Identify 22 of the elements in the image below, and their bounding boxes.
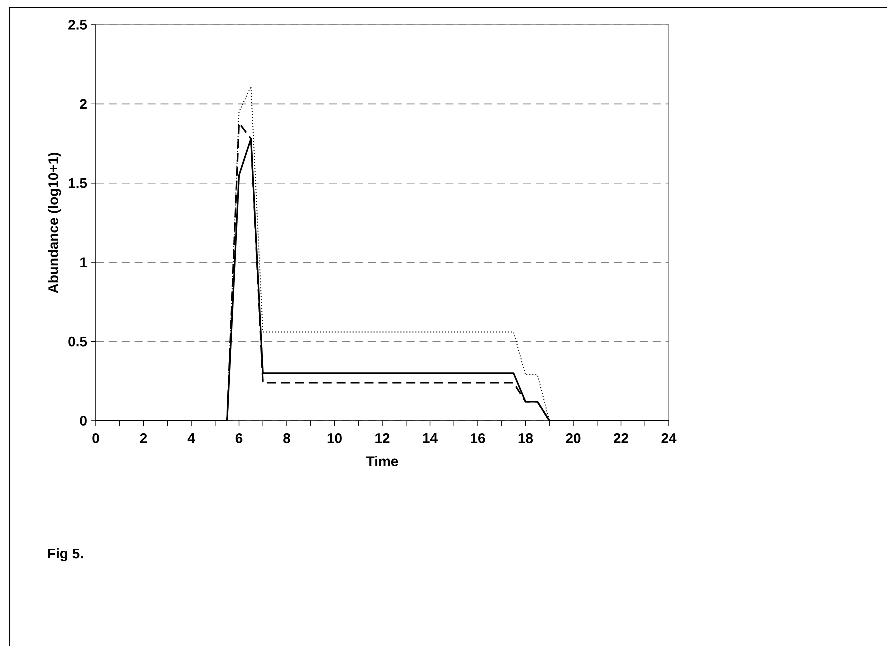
x-tick-label: 0: [92, 433, 100, 444]
x-tick-label: 22: [614, 433, 628, 444]
y-tick-label: 1.5: [68, 178, 88, 188]
x-axis-title: Time: [366, 456, 398, 466]
y-tick-label: 2.5: [68, 20, 88, 30]
y-tick-label: 2: [80, 99, 87, 110]
x-tick-label: 6: [236, 433, 243, 444]
x-tick-label: 14: [423, 434, 438, 444]
x-tick-label: 4: [188, 434, 196, 444]
caption: Fig 5.: [48, 548, 83, 562]
y-tick-label: 0: [80, 416, 87, 426]
x-tick-label: 20: [566, 433, 581, 444]
x-tick-label: 12: [376, 433, 390, 444]
y-tick-label: 0.5: [68, 336, 88, 347]
x-tick-label: 8: [284, 433, 290, 444]
x-tick-label: 24: [662, 433, 677, 444]
y-axis-title: Abundance (log10+1): [48, 152, 62, 294]
x-tick-label: 16: [471, 433, 486, 444]
y-tick-label: 1: [80, 258, 88, 268]
x-tick-label: 18: [518, 433, 534, 444]
x-tick-label: 10: [328, 433, 342, 444]
x-tick-label: 2: [140, 433, 148, 444]
